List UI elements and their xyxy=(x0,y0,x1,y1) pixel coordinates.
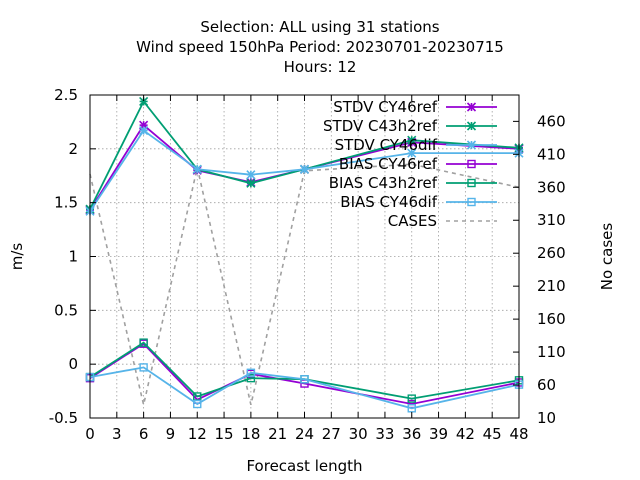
legend-label: BIAS CY46ref xyxy=(339,155,438,173)
chart-title: Selection: ALL using 31 stations Wind spe… xyxy=(136,18,504,76)
data-point xyxy=(139,125,149,136)
data-point xyxy=(300,375,309,384)
chart-title-line: Wind speed 150hPa Period: 20230701-20230… xyxy=(136,38,504,56)
x-tick-label: 0 xyxy=(85,425,95,443)
x-tick-label: 30 xyxy=(349,425,368,443)
y2-tick-label: 360 xyxy=(537,178,566,196)
x-tick-label: 18 xyxy=(241,425,260,443)
legend-label: CASES xyxy=(388,212,437,230)
y-tick-label: 2 xyxy=(68,140,78,158)
x-tick-label: 45 xyxy=(483,425,502,443)
x-tick-label: 36 xyxy=(402,425,421,443)
data-point xyxy=(139,363,148,372)
series-line xyxy=(89,341,520,400)
data-point xyxy=(246,170,256,180)
x-tick-label: 33 xyxy=(375,425,394,443)
x-tick-label: 9 xyxy=(166,425,176,443)
legend-item: BIAS C43h2ref xyxy=(329,174,497,192)
data-point xyxy=(139,338,148,347)
y2-tick-label: 410 xyxy=(537,145,566,163)
legend-item: CASES xyxy=(388,212,497,230)
y2-tick-label: 110 xyxy=(537,343,566,361)
x-tick-label: 24 xyxy=(295,425,314,443)
x-tick-label: 21 xyxy=(268,425,287,443)
x-tick-label: 42 xyxy=(456,425,475,443)
y-tick-label: 1.5 xyxy=(54,194,78,212)
data-point xyxy=(407,135,417,145)
legend-label: BIAS CY46dif xyxy=(340,193,437,211)
data-point xyxy=(299,164,310,174)
legend-item: STDV CY46dif xyxy=(335,136,497,154)
y-tick-label: 0 xyxy=(68,355,78,373)
data-point xyxy=(139,96,149,107)
legend-label: STDV CY46ref xyxy=(333,98,438,116)
x-tick-label: 12 xyxy=(188,425,207,443)
x-axis-label: Forecast length xyxy=(246,457,362,475)
data-point xyxy=(192,164,202,174)
legend-marker xyxy=(466,121,477,131)
y2-tick-label: 60 xyxy=(537,376,556,394)
series-cases xyxy=(89,163,520,405)
data-point xyxy=(246,373,256,383)
legend-label: BIAS C43h2ref xyxy=(329,174,438,192)
legend-item: STDV CY46ref xyxy=(333,98,497,116)
axes: 0 3 6 9 12 15 18 21 24 27 30 33 36 39 42 45 48-0.500.511… xyxy=(49,86,566,443)
legend-label: STDV CY46dif xyxy=(335,136,438,154)
legend-label: STDV C43h2ref xyxy=(323,117,438,135)
legend-marker xyxy=(466,140,477,150)
x-tick-label: 48 xyxy=(509,425,528,443)
legend-item: STDV C43h2ref xyxy=(323,117,497,135)
data-point xyxy=(246,368,256,377)
data-point xyxy=(407,394,416,403)
legend-marker xyxy=(467,178,476,188)
x-tick-label: 39 xyxy=(429,425,448,443)
y2-tick-label: 310 xyxy=(537,211,566,229)
y-tick-label: -0.5 xyxy=(49,409,78,427)
y-axis-label: m/s xyxy=(8,243,26,271)
y2-tick-label: 260 xyxy=(537,244,566,262)
x-tick-label: 6 xyxy=(139,425,149,443)
data-point xyxy=(193,399,202,409)
legend-marker xyxy=(467,197,476,207)
legend-marker xyxy=(467,159,476,169)
chart-title-line: Hours: 12 xyxy=(284,58,357,76)
y-tick-label: 1 xyxy=(68,248,78,266)
series-line xyxy=(89,366,520,410)
y-tick-label: 0.5 xyxy=(54,301,78,319)
data-point xyxy=(407,148,417,158)
y-tick-label: 2.5 xyxy=(54,86,78,104)
legend-marker xyxy=(466,102,477,112)
x-tick-label: 27 xyxy=(322,425,341,443)
y2-axis-label: No cases xyxy=(598,223,616,291)
series-line xyxy=(89,163,520,405)
x-tick-label: 15 xyxy=(215,425,234,443)
legend-item: BIAS CY46dif xyxy=(340,193,497,211)
y2-tick-label: 460 xyxy=(537,112,566,130)
y2-tick-label: 10 xyxy=(537,409,556,427)
legend-item: BIAS CY46ref xyxy=(339,155,497,173)
x-tick-label: 3 xyxy=(112,425,122,443)
y2-tick-label: 210 xyxy=(537,277,566,295)
data-point xyxy=(407,404,416,413)
y2-tick-label: 160 xyxy=(537,310,566,328)
data-point xyxy=(246,178,256,188)
chart-title-line: Selection: ALL using 31 stations xyxy=(200,18,439,36)
